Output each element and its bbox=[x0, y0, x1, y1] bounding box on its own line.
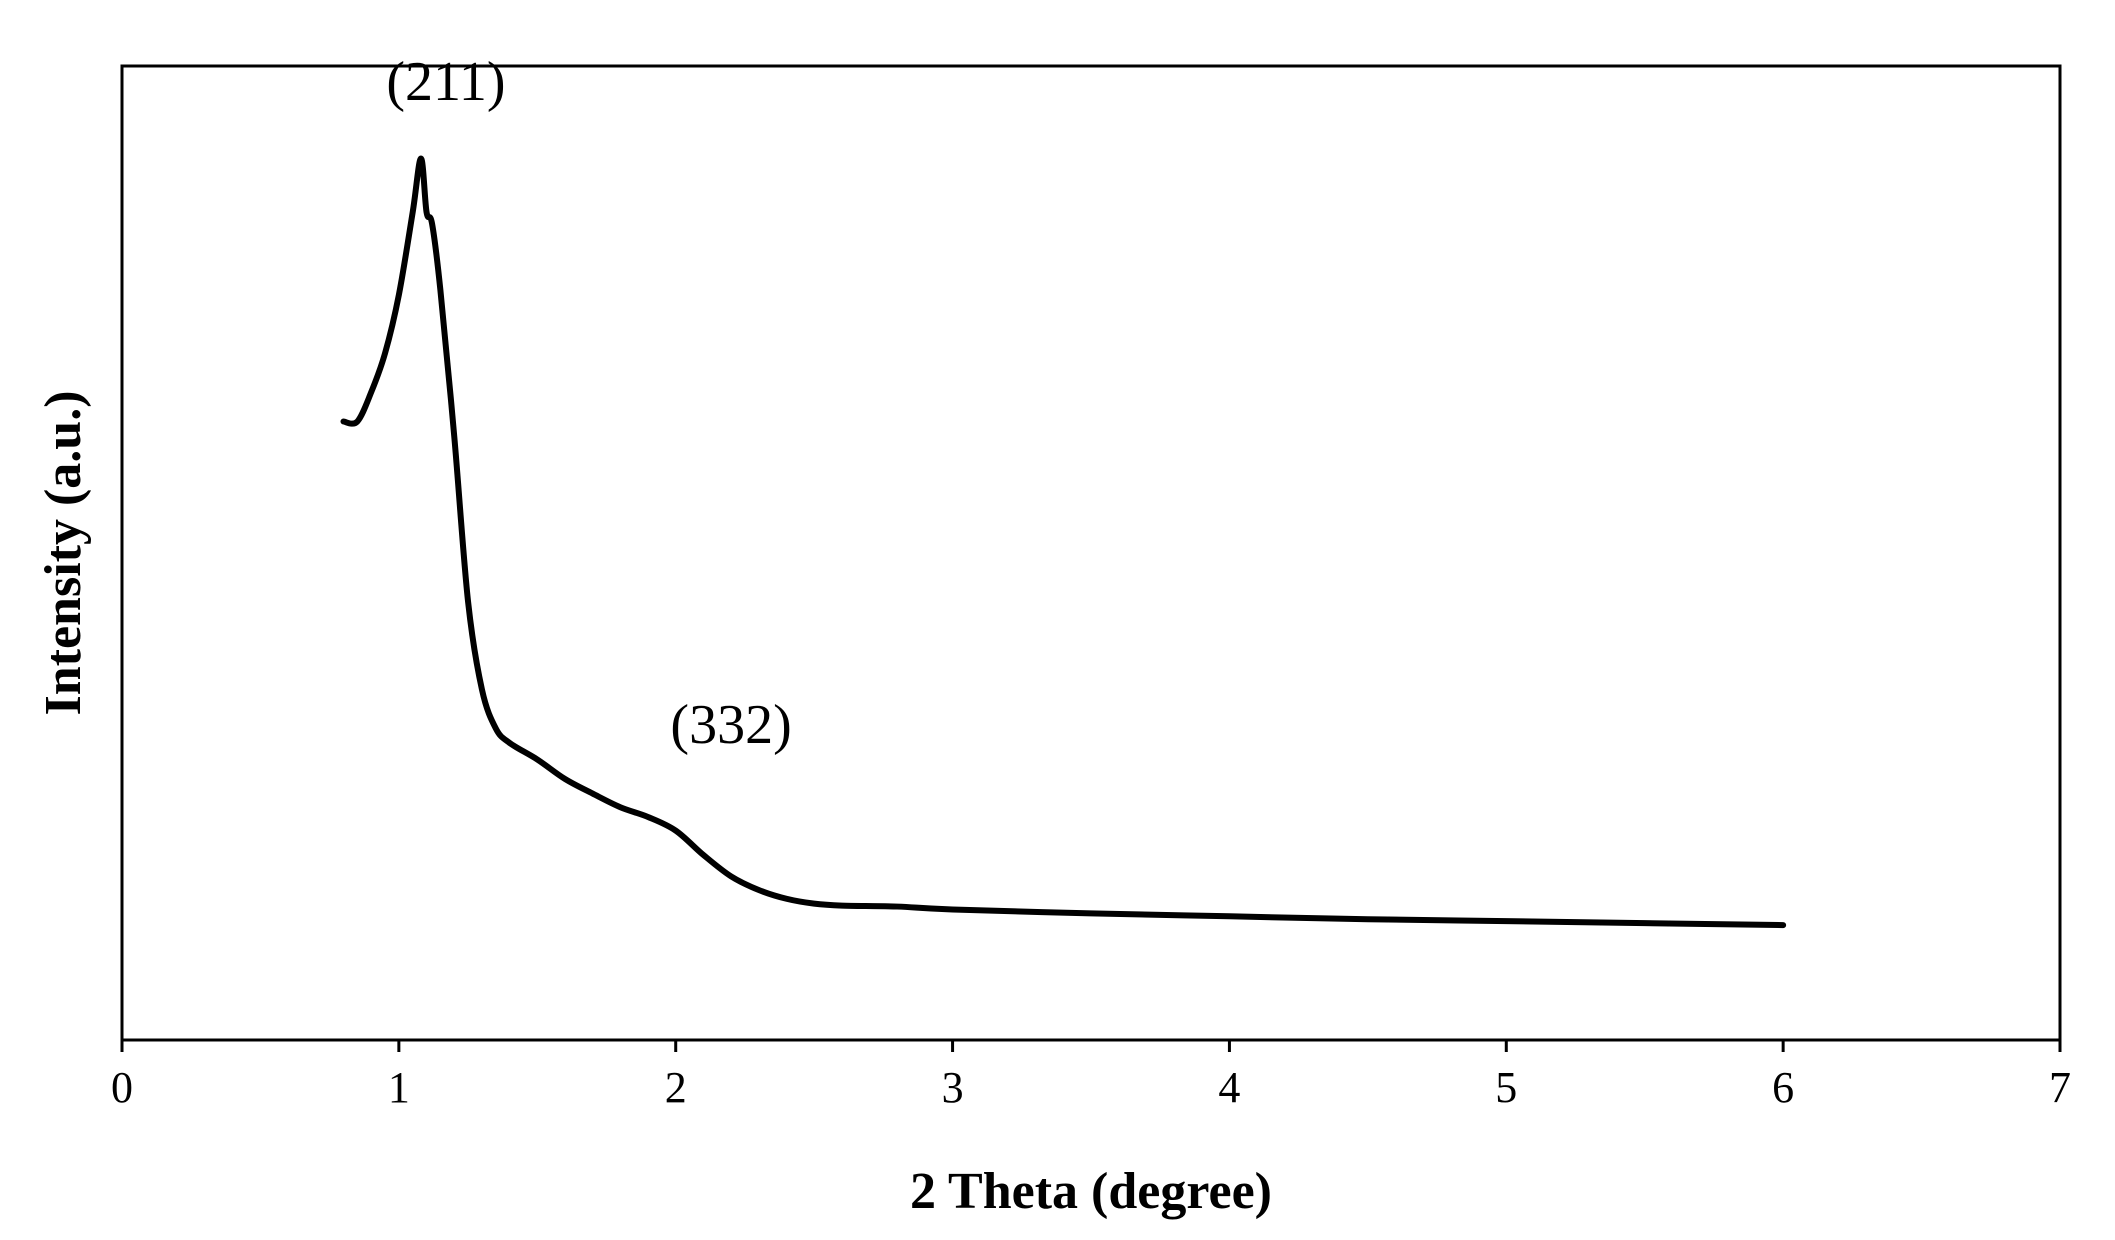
x-tick-label: 5 bbox=[1495, 1063, 1517, 1112]
peak-label: (332) bbox=[670, 694, 791, 756]
x-tick-label: 3 bbox=[942, 1063, 964, 1112]
x-tick-label: 7 bbox=[2049, 1063, 2071, 1112]
x-tick-label: 2 bbox=[665, 1063, 687, 1112]
series-line bbox=[340, 155, 1787, 929]
peak-annotations: (211) (332) bbox=[386, 51, 791, 756]
x-axis-tick-labels: 0 1 2 3 4 5 6 7 bbox=[111, 1063, 2071, 1112]
plot-area-frame bbox=[120, 64, 2062, 1042]
y-axis-title: Intensity (a.u.) bbox=[35, 390, 92, 715]
x-tick-label: 0 bbox=[111, 1063, 133, 1112]
x-axis-ticks bbox=[120, 1040, 2062, 1052]
x-tick-label: 4 bbox=[1218, 1063, 1240, 1112]
peak-label: (211) bbox=[386, 51, 505, 113]
x-tick-label: 1 bbox=[388, 1063, 410, 1112]
x-tick-label: 6 bbox=[1772, 1063, 1794, 1112]
x-axis-title: 2 Theta (degree) bbox=[910, 1163, 1272, 1220]
